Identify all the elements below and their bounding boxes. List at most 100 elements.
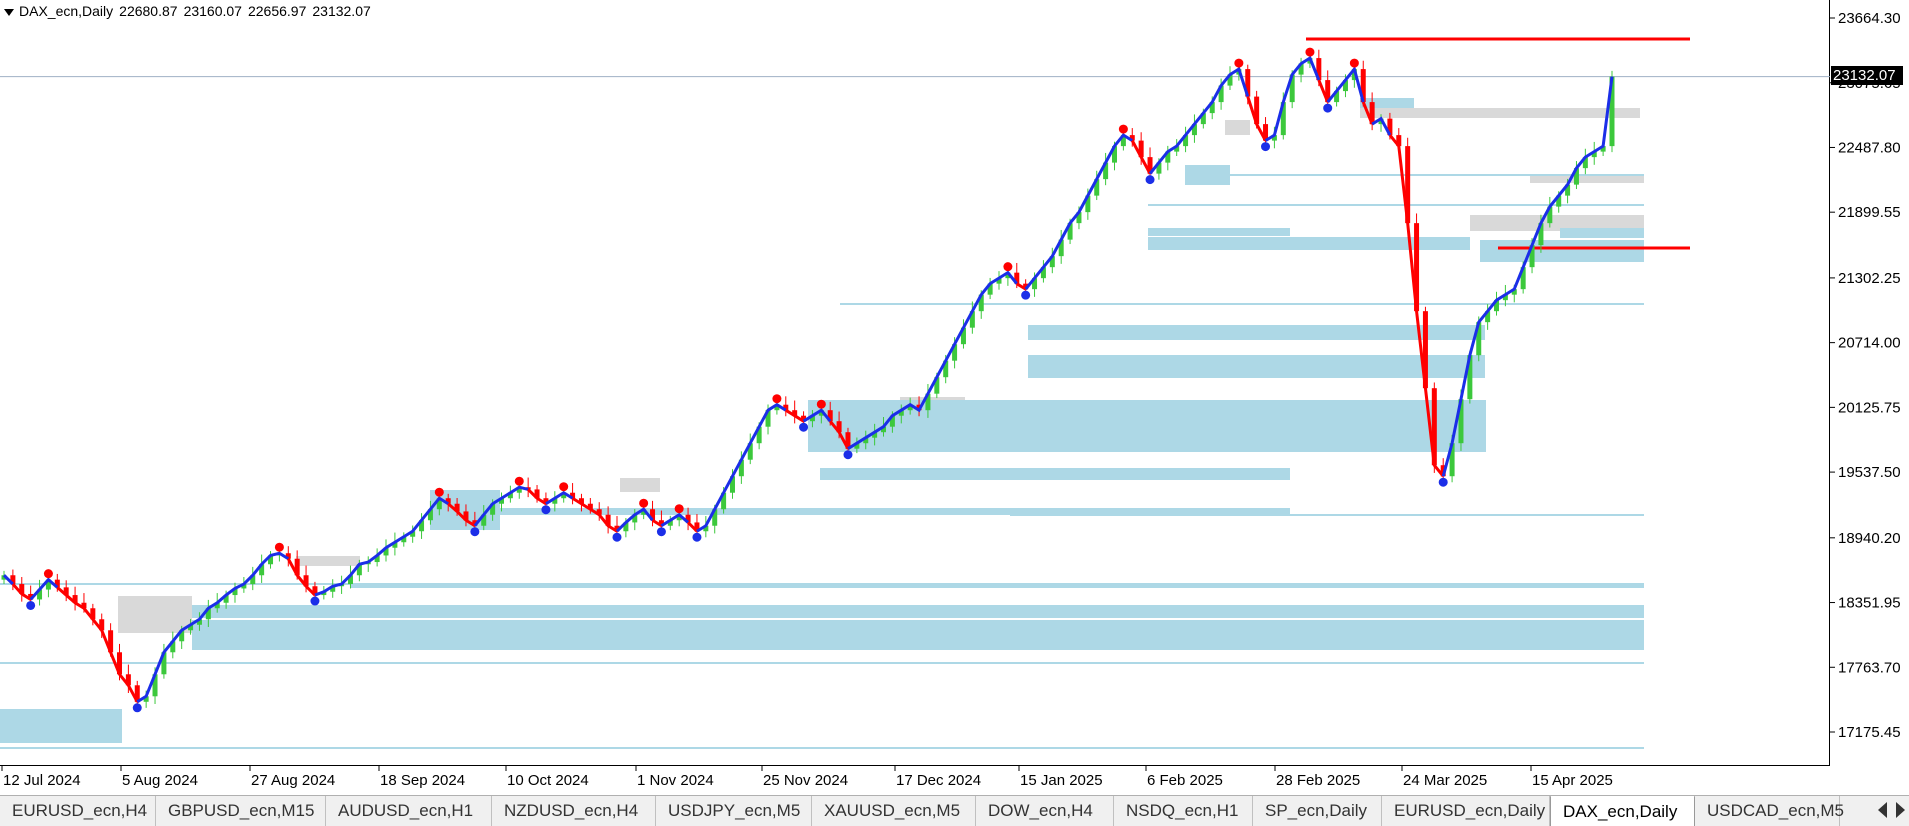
candle-body [1183, 135, 1189, 147]
price-zone [1530, 175, 1644, 183]
candle-body [196, 619, 202, 625]
candle [463, 504, 469, 527]
candle [1227, 66, 1233, 90]
candle [134, 680, 140, 707]
candle [1049, 247, 1055, 274]
candle-body [925, 393, 931, 411]
price-zone [820, 468, 1290, 480]
y-tick-label: 21899.55 [1838, 204, 1901, 221]
price-zone [1480, 240, 1644, 250]
candle [1058, 229, 1064, 264]
tab-nsdq-ecn-h1[interactable]: NSDQ_ecn,H1 [1114, 796, 1253, 826]
candle-body [1156, 162, 1162, 174]
swing-high-dot [1118, 124, 1128, 134]
candle [419, 513, 425, 539]
candle-body [827, 410, 833, 422]
candle-body [1032, 278, 1038, 290]
swing-low-dot [1021, 290, 1031, 300]
candle-body [543, 498, 549, 504]
candle-body [347, 575, 353, 585]
tab-eurusd-ecn-daily[interactable]: EURUSD_ecn,Daily [1382, 796, 1550, 826]
tab-dax-ecn-daily[interactable]: DAX_ecn,Daily [1550, 796, 1695, 826]
candle-body [641, 509, 647, 515]
tab-scroll-left-icon[interactable] [1878, 802, 1887, 818]
swing-high-dot [816, 399, 826, 409]
tab-usdcad-ecn-m5[interactable]: USDCAD_ecn,M5 [1695, 796, 1844, 826]
chart-area[interactable] [0, 0, 1830, 766]
trend-line-segment [314, 496, 449, 597]
candle [188, 619, 194, 635]
candle-body [889, 415, 895, 427]
candle [196, 612, 202, 631]
tab-dow-ecn-h4[interactable]: DOW_ecn,H4 [976, 796, 1114, 826]
candle-body [116, 652, 122, 675]
candle-body [63, 587, 69, 596]
trend-line-segment [1264, 55, 1321, 142]
candle [872, 423, 878, 446]
candle-body [321, 591, 327, 596]
candle-body [1174, 146, 1180, 152]
tab-eurusd-ecn-h4[interactable]: EURUSD_ecn,H4 [0, 796, 156, 826]
swing-low-dot [799, 422, 809, 432]
candle [685, 507, 691, 531]
candle [205, 599, 211, 627]
candle-body [1529, 245, 1535, 268]
candle-body [1040, 267, 1046, 279]
candle-body [1431, 388, 1437, 466]
x-tick-label: 24 Mar 2025 [1403, 772, 1487, 789]
chart-canvas[interactable]: 23664.3023075.6522487.8021899.5521302.25… [0, 0, 1909, 795]
candle-body [872, 432, 878, 438]
candle-body [1422, 311, 1428, 389]
swing-low-dot [1261, 142, 1271, 152]
candle [552, 491, 558, 512]
candle-body [1298, 63, 1304, 75]
candle-body [534, 489, 540, 499]
candle-body [454, 503, 460, 512]
candle-body [783, 404, 789, 411]
candle [232, 582, 238, 603]
candle-body [1067, 223, 1073, 240]
tab-sp-ecn-daily[interactable]: SP_ecn,Daily [1253, 796, 1382, 826]
candle-body [1494, 300, 1500, 312]
candle [1191, 114, 1197, 143]
y-tick-label: 19537.50 [1838, 464, 1901, 481]
candle [499, 492, 505, 512]
candle-body [721, 492, 727, 510]
price-zone [350, 583, 1644, 588]
candle [1103, 152, 1109, 186]
dropdown-triangle-icon[interactable] [4, 8, 14, 16]
tab-scroll-right-icon[interactable] [1896, 802, 1905, 818]
candle-body [765, 410, 771, 427]
candle-body [898, 410, 904, 416]
x-tick-label: 10 Oct 2024 [507, 772, 589, 789]
trend-line-segment [286, 558, 316, 597]
candle-body [1058, 239, 1064, 257]
high-value: 23160.07 [183, 3, 242, 19]
candle-body [623, 522, 629, 532]
candle-body [1085, 195, 1091, 213]
y-tick-label: 17175.45 [1838, 724, 1901, 741]
x-tick-label: 6 Feb 2025 [1147, 772, 1223, 789]
candle-body [738, 459, 744, 477]
candle-body [259, 564, 265, 576]
tab-nzdusd-ecn-h4[interactable]: NZDUSD_ecn,H4 [492, 796, 656, 826]
candle [427, 500, 433, 525]
x-tick-label: 5 Aug 2024 [122, 772, 198, 789]
chart-header: DAX_ecn,Daily 22680.87 23160.07 22656.97 231… [4, 3, 377, 19]
candle [525, 477, 531, 498]
tab-gbpusd-ecn-m15[interactable]: GBPUSD_ecn,M15 [156, 796, 326, 826]
candle-body [836, 421, 842, 433]
tab-xauusd-ecn-m5[interactable]: XAUUSD_ecn,M5 [812, 796, 976, 826]
swing-low-dot [26, 600, 36, 610]
candle-body [1103, 162, 1109, 180]
candle [605, 506, 611, 534]
y-tick-label: 23664.30 [1838, 10, 1901, 27]
tab-usdjpy-ecn-m5[interactable]: USDJPY_ecn,M5 [656, 796, 812, 826]
price-zone [1028, 355, 1485, 378]
candle-body [650, 509, 656, 521]
candle-body [1573, 168, 1579, 185]
candle-body [1582, 157, 1588, 169]
trend-line-segment [2, 574, 14, 586]
tab-audusd-ecn-h1[interactable]: AUDUSD_ecn,H1 [326, 796, 492, 826]
candle-body [969, 311, 975, 328]
